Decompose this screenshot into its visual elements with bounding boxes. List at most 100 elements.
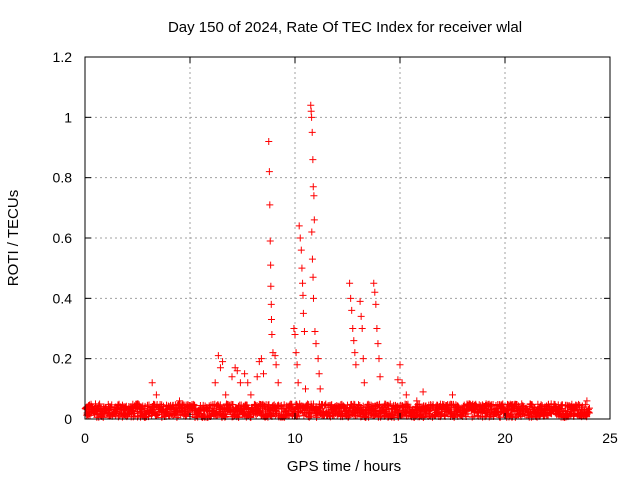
data-point — [364, 400, 372, 408]
data-point — [293, 361, 301, 369]
x-tick-label: 0 — [81, 430, 89, 446]
data-point — [309, 273, 317, 281]
data-point — [464, 410, 472, 418]
data-point — [526, 400, 534, 408]
data-point — [358, 325, 366, 332]
y-tick-label: 1 — [64, 109, 72, 125]
y-tick-label: 0.4 — [53, 290, 73, 306]
data-point — [451, 412, 459, 420]
data-point — [291, 331, 299, 339]
x-tick-label: 5 — [186, 430, 194, 446]
data-point — [292, 349, 300, 357]
data-point — [176, 397, 183, 405]
data-point — [271, 352, 279, 360]
data-point — [267, 315, 275, 323]
data-point — [219, 358, 227, 366]
data-point — [267, 300, 275, 308]
data-point — [465, 400, 473, 408]
data-point — [482, 400, 490, 408]
data-point — [106, 403, 114, 411]
data-point — [211, 379, 219, 387]
data-point — [310, 216, 318, 224]
data-point — [154, 411, 162, 419]
data-point — [260, 370, 267, 378]
data-point — [314, 355, 322, 363]
data-point — [355, 401, 363, 409]
data-point — [267, 261, 275, 269]
x-tick-label: 10 — [287, 430, 303, 446]
x-tick-label: 15 — [392, 430, 408, 446]
data-point — [241, 370, 249, 378]
data-point — [299, 291, 307, 299]
data-point — [348, 306, 356, 314]
grid — [85, 57, 610, 419]
data-point — [414, 401, 422, 409]
x-tick-label: 20 — [497, 430, 513, 446]
data-point — [312, 340, 320, 348]
data-point — [152, 391, 160, 399]
data-point — [372, 300, 380, 308]
data-point — [179, 400, 187, 408]
data-point — [296, 234, 304, 242]
axes: 0 5 10 15 20 25 0 0.2 0.4 0.6 0.8 1 1.2 — [53, 49, 618, 446]
data-point — [513, 400, 521, 408]
data-point — [307, 412, 315, 420]
data-point — [265, 137, 273, 145]
data-point — [413, 397, 421, 405]
y-axis-label: ROTI / TECUs — [5, 190, 22, 286]
data-point — [315, 370, 323, 378]
y-tick-label: 0 — [64, 411, 72, 427]
data-point — [583, 397, 591, 405]
x-axis-label: GPS time / hours — [287, 458, 401, 475]
data-point — [350, 337, 358, 345]
data-point — [236, 379, 244, 387]
data-point — [311, 328, 319, 336]
data-point — [507, 406, 515, 414]
data-points — [81, 101, 593, 421]
data-point — [564, 403, 572, 411]
data-point — [302, 385, 309, 393]
y-tick-label: 0.8 — [53, 170, 73, 186]
data-point — [578, 402, 586, 410]
data-point — [297, 246, 305, 254]
data-point — [298, 264, 306, 272]
x-tick-label: 25 — [602, 430, 618, 446]
data-point — [496, 413, 504, 421]
data-point — [402, 391, 410, 399]
data-point — [307, 101, 315, 109]
data-point — [295, 408, 303, 416]
data-point — [99, 413, 107, 421]
data-point — [244, 379, 252, 387]
data-point — [351, 349, 359, 357]
data-point — [221, 413, 229, 421]
data-point — [547, 400, 555, 408]
data-point — [294, 379, 302, 387]
data-point — [295, 222, 303, 230]
data-point — [375, 355, 383, 363]
data-point — [309, 156, 317, 164]
y-tick-label: 0.6 — [53, 230, 73, 246]
data-point — [370, 279, 378, 287]
data-point — [274, 379, 282, 387]
data-point — [309, 294, 317, 302]
data-point — [585, 408, 593, 416]
data-point — [299, 279, 307, 287]
data-point — [308, 228, 316, 236]
data-point — [130, 409, 138, 417]
data-point — [316, 385, 324, 393]
data-point — [216, 364, 224, 372]
data-point — [575, 400, 583, 408]
data-point — [309, 183, 317, 191]
data-point — [308, 113, 316, 121]
data-point — [404, 400, 412, 408]
data-point — [449, 391, 456, 399]
data-point — [214, 352, 222, 360]
data-point — [346, 279, 354, 287]
data-point — [134, 400, 141, 408]
data-point — [239, 409, 247, 417]
data-point — [360, 379, 368, 387]
data-point — [233, 367, 241, 375]
data-point — [299, 309, 307, 317]
data-point — [266, 237, 274, 245]
